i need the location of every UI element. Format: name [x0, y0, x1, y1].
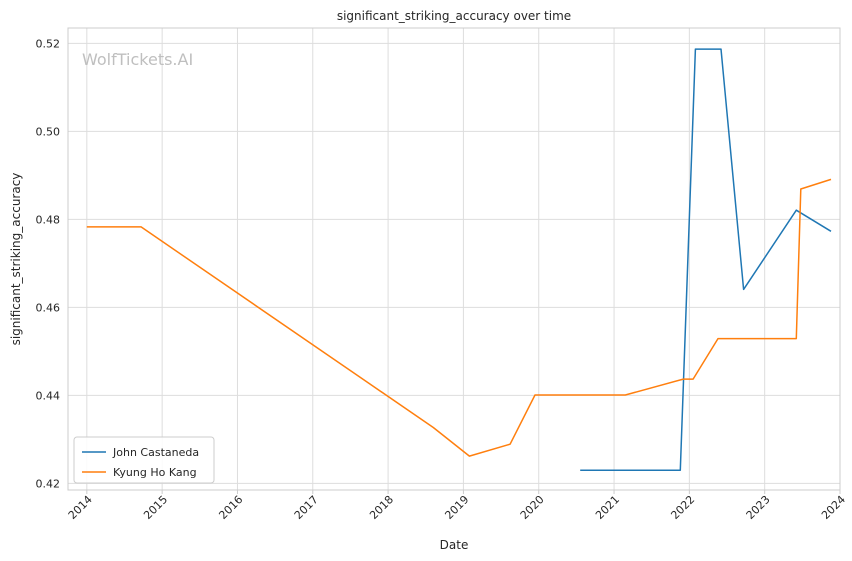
x-axis-title: Date: [440, 538, 469, 552]
y-tick-label: 0.48: [36, 213, 61, 226]
legend: John Castaneda Kyung Ho Kang: [73, 436, 215, 484]
series-layer: [86, 48, 832, 471]
legend-label-john-castaneda: John Castaneda: [112, 446, 199, 459]
y-tick-label: 0.46: [36, 301, 61, 314]
y-tick-label: 0.52: [36, 37, 61, 50]
legend-box: [73, 436, 215, 484]
y-tick-label: 0.42: [36, 477, 61, 490]
plot-frame: [67, 27, 841, 491]
chart-title: significant_striking_accuracy over time: [337, 9, 571, 23]
y-tick-label: 0.44: [36, 389, 61, 402]
watermark-text: WolfTickets.AI: [82, 50, 193, 69]
y-axis-title: significant_striking_accuracy: [9, 173, 23, 346]
y-axis-ticks: 0.42 0.44 0.46 0.48 0.50 0.52: [36, 37, 61, 490]
legend-label-kyung-ho-kang: Kyung Ho Kang: [113, 466, 197, 479]
y-tick-label: 0.50: [36, 125, 61, 138]
series-line-kyung-ho-kang: [86, 178, 832, 457]
series-line-john-castaneda: [580, 48, 832, 471]
